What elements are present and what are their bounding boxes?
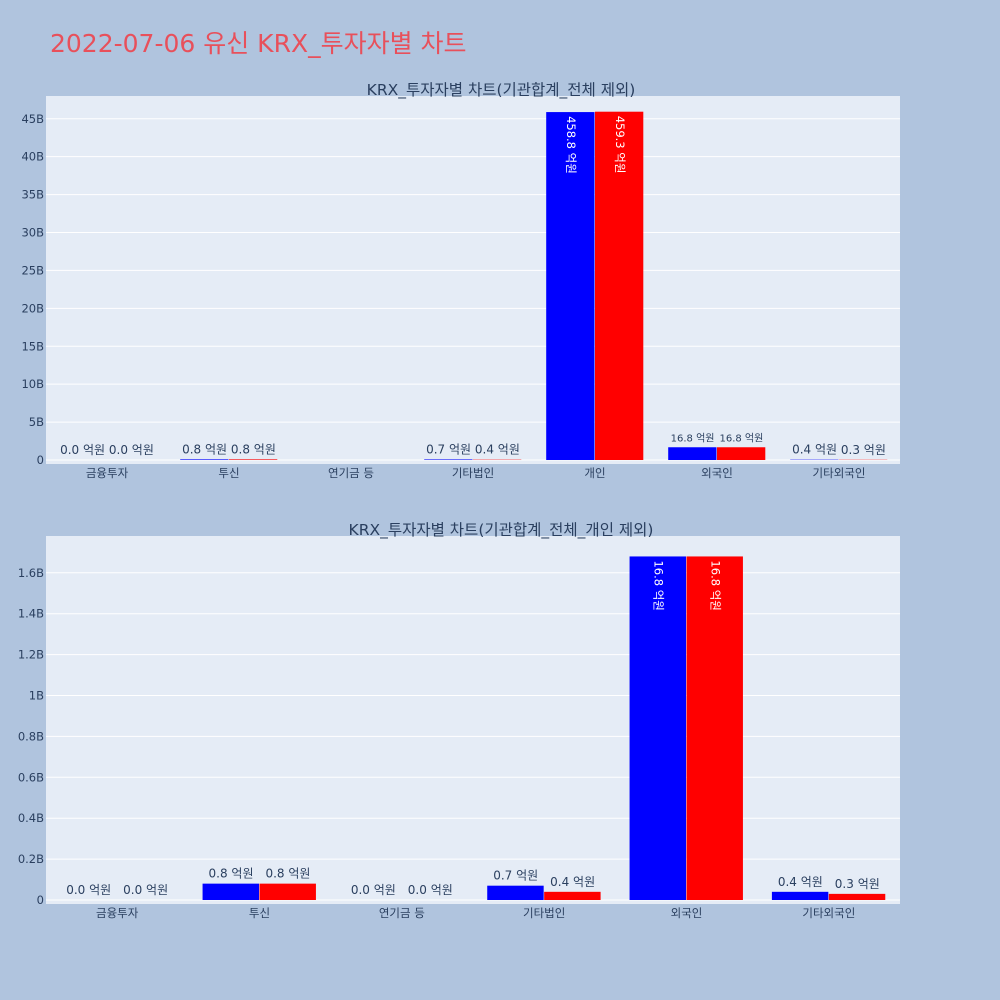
bar xyxy=(686,556,743,900)
bar xyxy=(180,459,229,460)
data-label: 0.0 억원 xyxy=(66,883,111,897)
data-label: 0.7 억원 xyxy=(426,442,471,456)
x-tick-label: 개인 xyxy=(584,466,605,480)
y-tick-label: 25B xyxy=(21,263,44,277)
data-label: 16.8 억원 xyxy=(708,560,722,610)
chart-title: KRX_투자자별 차트(기관합계_전체_개인 제외) xyxy=(349,521,654,540)
bar xyxy=(717,447,766,460)
data-label: 0.0 억원 xyxy=(109,443,154,457)
bar xyxy=(229,459,278,460)
chart-1: 0 5B 10B 15B 20B 25B 30B 35B 40B 45B KRX_투자자별 차트(기… xyxy=(21,81,900,480)
x-tick-label: 투신 xyxy=(218,466,239,480)
y-tick-label: 1.2B xyxy=(18,648,44,662)
y-tick-label: 0.4B xyxy=(18,811,44,825)
y-tick-label: 0.2B xyxy=(18,852,44,866)
data-label: 0.4 억원 xyxy=(475,443,520,457)
data-label: 16.8 억원 xyxy=(671,432,715,444)
bar xyxy=(595,111,644,460)
data-label: 0.4 억원 xyxy=(778,875,823,889)
data-label: 0.0 억원 xyxy=(60,443,105,457)
bar xyxy=(771,891,829,900)
y-tick-label: 20B xyxy=(21,301,44,315)
data-label: 0.0 억원 xyxy=(123,883,168,897)
y-tick-label: 30B xyxy=(21,226,44,240)
x-tick-label: 기타외국인 xyxy=(802,906,855,920)
y-tick-label: 5B xyxy=(29,415,44,429)
x-tick-label: 외국인 xyxy=(701,466,733,480)
page-title: 2022-07-06 유신 KRX_투자자별 차트 xyxy=(50,29,467,58)
plot-area xyxy=(46,536,900,904)
bar xyxy=(487,885,544,900)
y-tick-label: 15B xyxy=(21,339,44,353)
data-label: 0.0 억원 xyxy=(408,883,453,897)
x-tick-label: 기타법인 xyxy=(452,466,494,480)
y-tick-label: 40B xyxy=(21,150,44,164)
x-tick-label: 금융투자 xyxy=(96,906,139,920)
data-label: 0.4 억원 xyxy=(792,443,837,457)
x-tick-label: 기타외국인 xyxy=(813,466,866,480)
data-label: 0.8 억원 xyxy=(265,867,310,881)
bar xyxy=(668,447,717,460)
bar xyxy=(259,883,316,900)
y-tick-label: 45B xyxy=(21,112,44,126)
y-tick-label: 1B xyxy=(29,689,44,703)
y-tick-label: 0 xyxy=(37,453,44,467)
x-tick-label: 금융투자 xyxy=(86,466,129,480)
y-tick-label: 1.4B xyxy=(18,607,44,621)
y-tick-label: 1.6B xyxy=(18,566,44,580)
data-label: 0.4 억원 xyxy=(550,875,595,889)
y-tick-label: 10B xyxy=(21,377,44,391)
bar xyxy=(424,459,473,460)
data-label: 0.3 억원 xyxy=(841,443,886,457)
x-tick-label: 연기금 등 xyxy=(328,466,374,480)
data-label: 16.8 억원 xyxy=(719,432,763,444)
data-label: 0.7 억원 xyxy=(493,869,538,883)
data-label: 459.3 억원 xyxy=(613,116,627,174)
y-tick-label: 0.6B xyxy=(18,770,44,784)
bar xyxy=(828,893,886,900)
data-label: 0.8 억원 xyxy=(182,442,227,456)
bar xyxy=(546,112,595,461)
data-label: 0.8 억원 xyxy=(231,442,276,456)
data-label: 0.8 억원 xyxy=(209,867,254,881)
y-tick-label: 0.8B xyxy=(18,729,44,743)
x-tick-label: 연기금 등 xyxy=(379,906,425,920)
data-label: 0.3 억원 xyxy=(835,877,880,891)
plot-area xyxy=(46,96,900,464)
bar xyxy=(202,883,259,900)
data-label: 0.0 억원 xyxy=(351,883,396,897)
x-tick-label: 기타법인 xyxy=(523,906,565,920)
x-tick-label: 투신 xyxy=(249,906,270,920)
chart-title: KRX_투자자별 차트(기관합계_전체 제외) xyxy=(367,81,636,100)
bar xyxy=(629,556,686,900)
bar xyxy=(544,891,601,900)
x-tick-label: 외국인 xyxy=(671,906,703,920)
chart-2: 0 0.2B 0.4B 0.6B 0.8B 1B 1.2B 1.4B 1.6B KRX_투자자별 … xyxy=(18,521,900,920)
y-tick-label: 35B xyxy=(21,188,44,202)
y-tick-label: 0 xyxy=(37,893,44,907)
data-label: 458.8 억원 xyxy=(564,116,578,174)
data-label: 16.8 억원 xyxy=(652,560,666,610)
